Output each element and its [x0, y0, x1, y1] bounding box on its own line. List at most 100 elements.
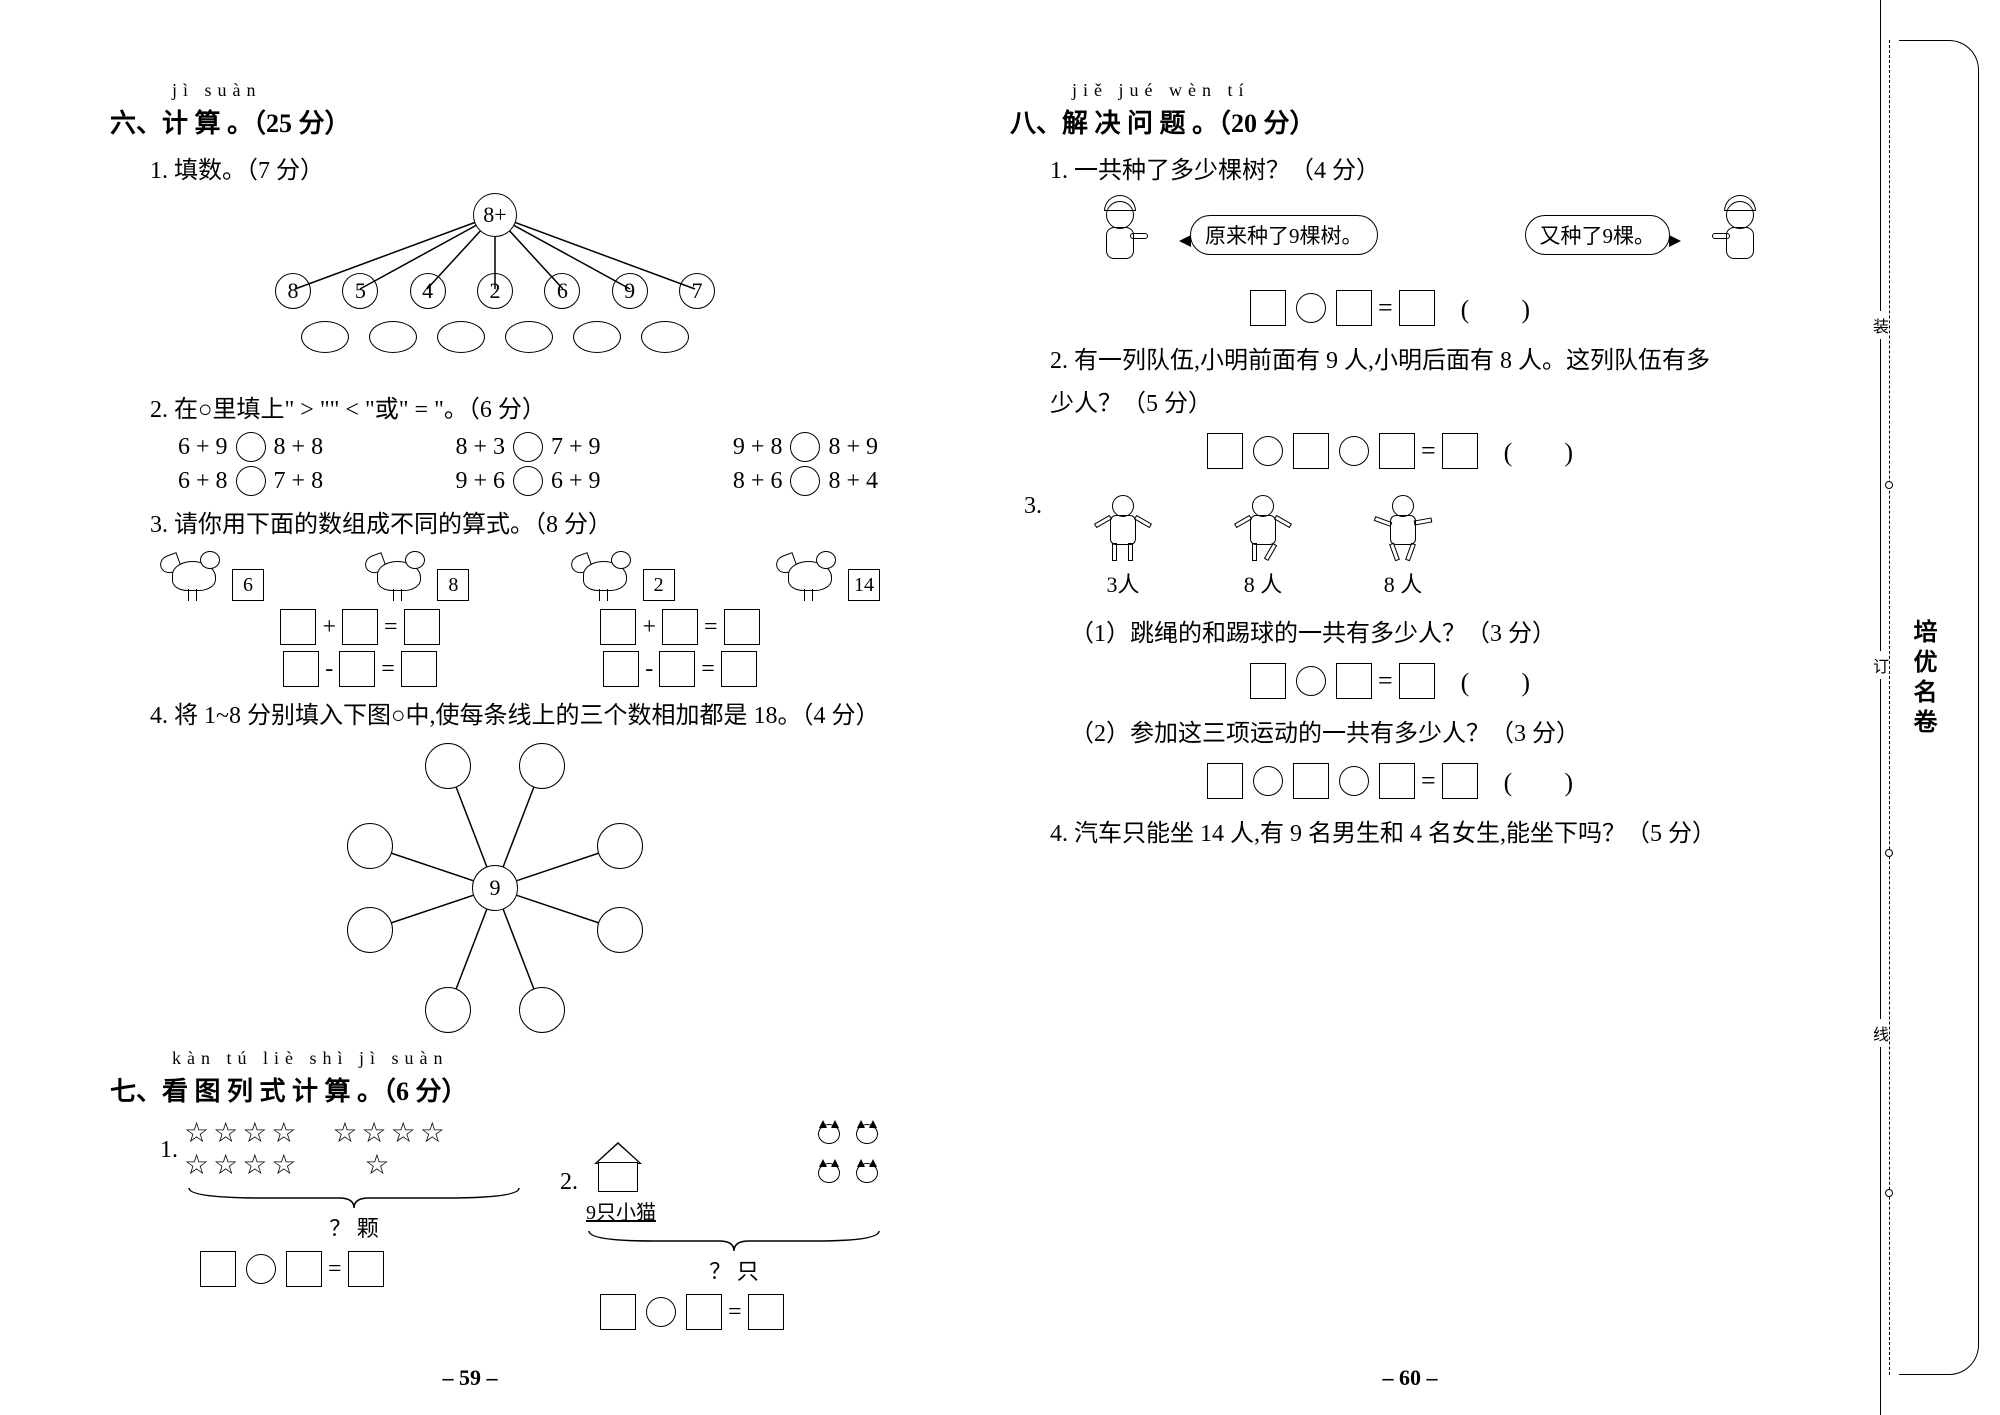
- eq-blank[interactable]: [1207, 433, 1243, 469]
- q8-4-text: 4. 汽车只能坐 14 人,有 9 名男生和 4 名女生,能坐下吗？（5 分）: [1050, 813, 1770, 848]
- activity-row: 3人 8 人 8 人: [1088, 493, 1438, 599]
- cmp-blank[interactable]: [790, 466, 820, 496]
- eq-blank[interactable]: [600, 1294, 636, 1330]
- eq-blank[interactable]: [659, 651, 695, 687]
- cmp-l: 8 + 3: [455, 434, 505, 461]
- eq-blank[interactable]: [662, 609, 698, 645]
- cmp-blank[interactable]: [513, 466, 543, 496]
- cmp-r: 8 + 8: [274, 434, 324, 461]
- eq-blank[interactable]: [401, 651, 437, 687]
- cmp-blank[interactable]: [790, 432, 820, 462]
- margin-dot: [1885, 849, 1893, 857]
- op-blank[interactable]: [1296, 666, 1326, 696]
- cmp-blank[interactable]: [236, 466, 266, 496]
- unit-paren[interactable]: ( ): [1461, 289, 1530, 326]
- eq-blank[interactable]: [1207, 763, 1243, 799]
- q8-1-figure: 原来种了9棵树。 又种了9棵。: [1090, 195, 1770, 275]
- op-blank[interactable]: [1339, 436, 1369, 466]
- op-blank[interactable]: [246, 1254, 276, 1284]
- star-blank[interactable]: [425, 987, 471, 1033]
- eq-blank[interactable]: [724, 609, 760, 645]
- eq-blank[interactable]: [1293, 433, 1329, 469]
- sec7-pinyin: kàn tú liè shì jì suàn: [172, 1048, 880, 1069]
- op-blank[interactable]: [1253, 766, 1283, 796]
- eq-blank[interactable]: [339, 651, 375, 687]
- eq-blank[interactable]: [1399, 663, 1435, 699]
- cmp-r: 8 + 9: [828, 434, 878, 461]
- bird-icon: [160, 547, 230, 601]
- eq-blank[interactable]: [283, 651, 319, 687]
- eq-blank[interactable]: [1336, 290, 1372, 326]
- fan-blank[interactable]: [505, 321, 553, 353]
- fan-blank[interactable]: [301, 321, 349, 353]
- sec6-title: 六、计 算 。（25 分）: [110, 103, 880, 140]
- fan-blank[interactable]: [437, 321, 485, 353]
- eq-blank[interactable]: [1250, 290, 1286, 326]
- fan-mid-6: 7: [679, 273, 715, 309]
- sec8-title: 八、解 决 问 题 。（20 分）: [1010, 103, 1770, 140]
- cmp-blank[interactable]: [513, 432, 543, 462]
- q6-3-text: 3. 请你用下面的数组成不同的算式。（8 分）: [150, 504, 880, 539]
- eq-blank[interactable]: [342, 609, 378, 645]
- brace-icon: [584, 1229, 884, 1253]
- brace-label: ？ 只: [584, 1254, 884, 1286]
- margin-char-top: 装: [1873, 311, 1889, 339]
- eq-blank[interactable]: [686, 1294, 722, 1330]
- cats-group: [812, 1118, 884, 1196]
- op-eq: =: [381, 656, 395, 683]
- sec6-pinyin: jì suàn: [172, 80, 880, 101]
- margin-dot: [1885, 481, 1893, 489]
- q8-1-eq: =( ): [1010, 289, 1770, 326]
- act-count: 8 人: [1228, 567, 1298, 599]
- page-num-left: – 59 –: [443, 1365, 498, 1391]
- op-eq: =: [1421, 766, 1436, 796]
- fan-blank[interactable]: [573, 321, 621, 353]
- eq-blank[interactable]: [1379, 433, 1415, 469]
- star-blank[interactable]: [425, 743, 471, 789]
- eq-blank[interactable]: [348, 1251, 384, 1287]
- unit-paren[interactable]: ( ): [1504, 432, 1573, 469]
- eq-blank[interactable]: [1293, 763, 1329, 799]
- eq-blank[interactable]: [603, 651, 639, 687]
- eq-blank[interactable]: [200, 1251, 236, 1287]
- fan-blank[interactable]: [641, 321, 689, 353]
- star-blank[interactable]: [347, 907, 393, 953]
- eq-blank[interactable]: [1336, 663, 1372, 699]
- cmp-row-2: 6 + 87 + 8 9 + 66 + 9 8 + 68 + 4: [178, 466, 878, 496]
- eq-blank[interactable]: [280, 609, 316, 645]
- margin-char-mid: 订: [1873, 651, 1889, 679]
- star-blank[interactable]: [347, 823, 393, 869]
- star-blank[interactable]: [597, 823, 643, 869]
- eq-blank[interactable]: [748, 1294, 784, 1330]
- eq-blank[interactable]: [600, 609, 636, 645]
- fan-top: 8+: [473, 193, 517, 237]
- eq-blank[interactable]: [1250, 663, 1286, 699]
- op-eq: =: [728, 1299, 742, 1326]
- worksheet-spread: jì suàn 六、计 算 。（25 分） 1. 填数。（7 分） 8+ 8 5…: [0, 0, 2000, 1415]
- op-blank[interactable]: [1339, 766, 1369, 796]
- op-blank[interactable]: [1253, 436, 1283, 466]
- eq-blank[interactable]: [1379, 763, 1415, 799]
- star-blank[interactable]: [597, 907, 643, 953]
- eq-blank[interactable]: [1442, 433, 1478, 469]
- unit-paren[interactable]: ( ): [1461, 662, 1530, 699]
- op-blank[interactable]: [646, 1297, 676, 1327]
- eq-blank[interactable]: [286, 1251, 322, 1287]
- bubble-2: 又种了9棵。: [1525, 215, 1671, 255]
- cat-icon: [814, 1120, 844, 1150]
- eq-blank[interactable]: [404, 609, 440, 645]
- eq-blank[interactable]: [1442, 763, 1478, 799]
- eq-blank[interactable]: [1399, 290, 1435, 326]
- cmp-blank[interactable]: [236, 432, 266, 462]
- q8-3-num: 3.: [1024, 493, 1042, 520]
- eq-blank[interactable]: [721, 651, 757, 687]
- op-eq: =: [384, 614, 398, 641]
- cmp-r: 6 + 9: [551, 468, 601, 495]
- star-blank[interactable]: [519, 743, 565, 789]
- unit-paren[interactable]: ( ): [1504, 762, 1573, 799]
- star-blank[interactable]: [519, 987, 565, 1033]
- fan-blank[interactable]: [369, 321, 417, 353]
- soccer-icon: [1228, 493, 1298, 563]
- op-blank[interactable]: [1296, 293, 1326, 323]
- brace-icon: [184, 1186, 524, 1210]
